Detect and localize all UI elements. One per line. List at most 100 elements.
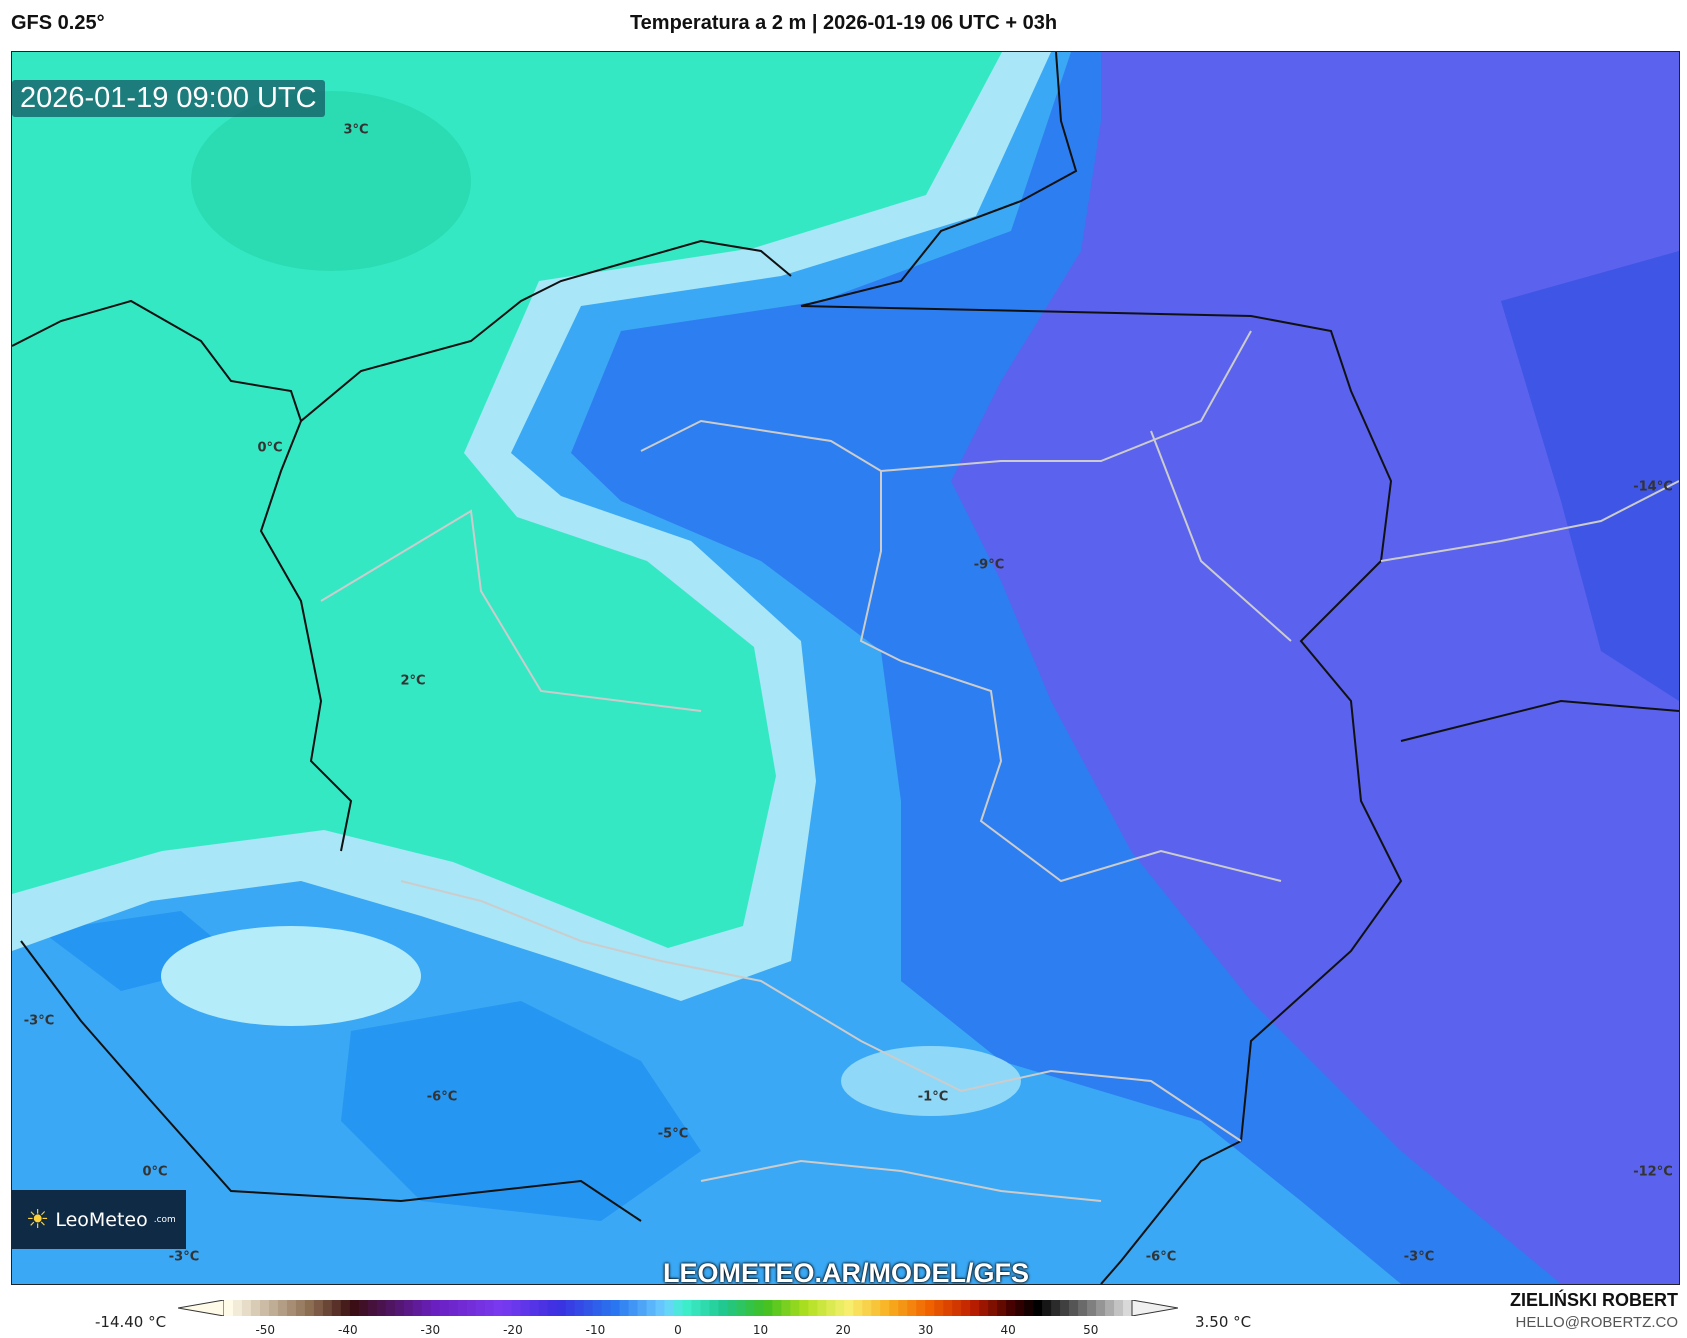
colorbar-step xyxy=(268,1300,279,1316)
colorbar-tick: 30 xyxy=(917,1323,934,1337)
colorbar-step xyxy=(1024,1300,1034,1316)
colorbar-step xyxy=(574,1300,585,1316)
temp-label: -6°C xyxy=(426,1089,458,1105)
colorbar-step xyxy=(727,1300,738,1316)
sun-icon: ☀ xyxy=(26,1204,50,1235)
colorbar-tick: -20 xyxy=(503,1323,523,1337)
logo-suffix: .com xyxy=(153,1214,176,1225)
colorbar-step xyxy=(772,1300,782,1316)
colorbar-step xyxy=(547,1300,558,1316)
temp-label: 0°C xyxy=(142,1164,168,1180)
colorbar-step xyxy=(250,1300,261,1316)
colorbar-step xyxy=(1033,1300,1043,1316)
colorbar-step xyxy=(1123,1300,1133,1316)
colorbar-tick: -40 xyxy=(338,1323,358,1337)
colorbar-step xyxy=(583,1300,594,1316)
colorbar-step xyxy=(790,1300,800,1316)
colorbar-step xyxy=(961,1300,971,1316)
colorbar-step xyxy=(988,1300,998,1316)
colorbar-step xyxy=(1015,1300,1025,1316)
model-name: GFS 0.25° xyxy=(11,12,105,34)
colorbar-step xyxy=(340,1300,351,1316)
map-canvas xyxy=(12,52,1679,1284)
colorbar-step xyxy=(799,1300,809,1316)
colorbar-step xyxy=(628,1300,639,1316)
colorbar-step xyxy=(403,1300,414,1316)
colorbar-step xyxy=(1051,1300,1061,1316)
colorbar-step xyxy=(718,1300,729,1316)
colorbar-step xyxy=(277,1300,288,1316)
colorbar-step xyxy=(970,1300,980,1316)
temp-label: -1°C xyxy=(917,1089,949,1105)
colorbar-step xyxy=(439,1300,450,1316)
colorbar-tick: -30 xyxy=(420,1323,441,1337)
colorbar-step xyxy=(1069,1300,1079,1316)
colorbar-step xyxy=(592,1300,603,1316)
colorbar-step xyxy=(655,1300,666,1316)
colorbar-step xyxy=(1060,1300,1070,1316)
colorbar-step xyxy=(826,1300,836,1316)
colorbar-tick: -10 xyxy=(585,1323,606,1337)
colorbar-step xyxy=(700,1300,711,1316)
temp-label: -3°C xyxy=(168,1249,200,1265)
colorbar-step xyxy=(466,1300,477,1316)
colorbar-step xyxy=(484,1300,495,1316)
colorbar-tick: 10 xyxy=(752,1323,769,1337)
colorbar-tick: 50 xyxy=(1083,1323,1099,1337)
colorbar-step xyxy=(907,1300,917,1316)
colorbar-step xyxy=(889,1300,899,1316)
colorbar-step xyxy=(520,1300,531,1316)
colorbar-step xyxy=(610,1300,621,1316)
colorbar-step xyxy=(538,1300,549,1316)
colorbar-step xyxy=(1096,1300,1106,1316)
colorbar-step xyxy=(781,1300,791,1316)
colorbar-step xyxy=(565,1300,576,1316)
map-title: Temperatura a 2 m | 2026-01-19 06 UTC + … xyxy=(629,12,1058,34)
temp-label: 3°C xyxy=(343,122,369,138)
author-name: ZIELIŃSKI ROBERT xyxy=(1509,1290,1678,1310)
temp-label: -14°C xyxy=(1633,479,1673,495)
colorbar-step xyxy=(475,1300,486,1316)
colorbar-step xyxy=(934,1300,944,1316)
temp-label: -6°C xyxy=(1145,1249,1177,1265)
colorbar-step xyxy=(1006,1300,1016,1316)
colorbar-step xyxy=(682,1300,693,1316)
colorbar-step xyxy=(1042,1300,1052,1316)
colorbar-step xyxy=(601,1300,612,1316)
colorbar-step xyxy=(304,1300,315,1316)
colorbar-step xyxy=(898,1300,908,1316)
colorbar-step xyxy=(763,1300,773,1316)
colorbar-step xyxy=(376,1300,387,1316)
colorbar-step xyxy=(286,1300,297,1316)
colorbar-step xyxy=(637,1300,648,1316)
cold-region xyxy=(951,52,1679,1284)
temp-label: 2°C xyxy=(400,673,426,689)
leometeo-logo: ☀ LeoMeteo .com xyxy=(12,1190,186,1249)
temperature-map[interactable]: 2026-01-19 09:00 UTC 3°C 0°C -9°C -14°C … xyxy=(11,51,1680,1285)
colorbar-step xyxy=(673,1300,684,1316)
colorbar-step xyxy=(979,1300,989,1316)
colorbar-step xyxy=(421,1300,432,1316)
temp-label: -3°C xyxy=(1403,1249,1435,1265)
colorbar-max-arrow xyxy=(1131,1300,1178,1316)
author-email: HELLO@ROBERTZ.CO xyxy=(1515,1314,1678,1331)
colorbar-tick: 0 xyxy=(674,1323,682,1337)
colorbar-step xyxy=(349,1300,360,1316)
temp-label: -12°C xyxy=(1633,1164,1673,1180)
temp-label: -9°C xyxy=(973,557,1005,573)
colorbar-step xyxy=(1114,1300,1124,1316)
borders xyxy=(320,330,1679,1202)
colorbar-step xyxy=(997,1300,1007,1316)
colorbar-step xyxy=(835,1300,845,1316)
watermark: LEOMETEO.AR/MODEL/GFS xyxy=(662,1258,1030,1285)
colorbar-max-label: 3.50 °C xyxy=(1195,1313,1252,1331)
colorbar-step xyxy=(853,1300,863,1316)
blue-patch xyxy=(341,1001,701,1221)
colorbar-step xyxy=(241,1300,252,1316)
colorbar-step xyxy=(502,1300,513,1316)
colorbar-step xyxy=(664,1300,675,1316)
colorbar-step xyxy=(1078,1300,1088,1316)
colorbar-step xyxy=(358,1300,369,1316)
colorbar-step xyxy=(556,1300,567,1316)
colorbar-step xyxy=(754,1300,765,1316)
